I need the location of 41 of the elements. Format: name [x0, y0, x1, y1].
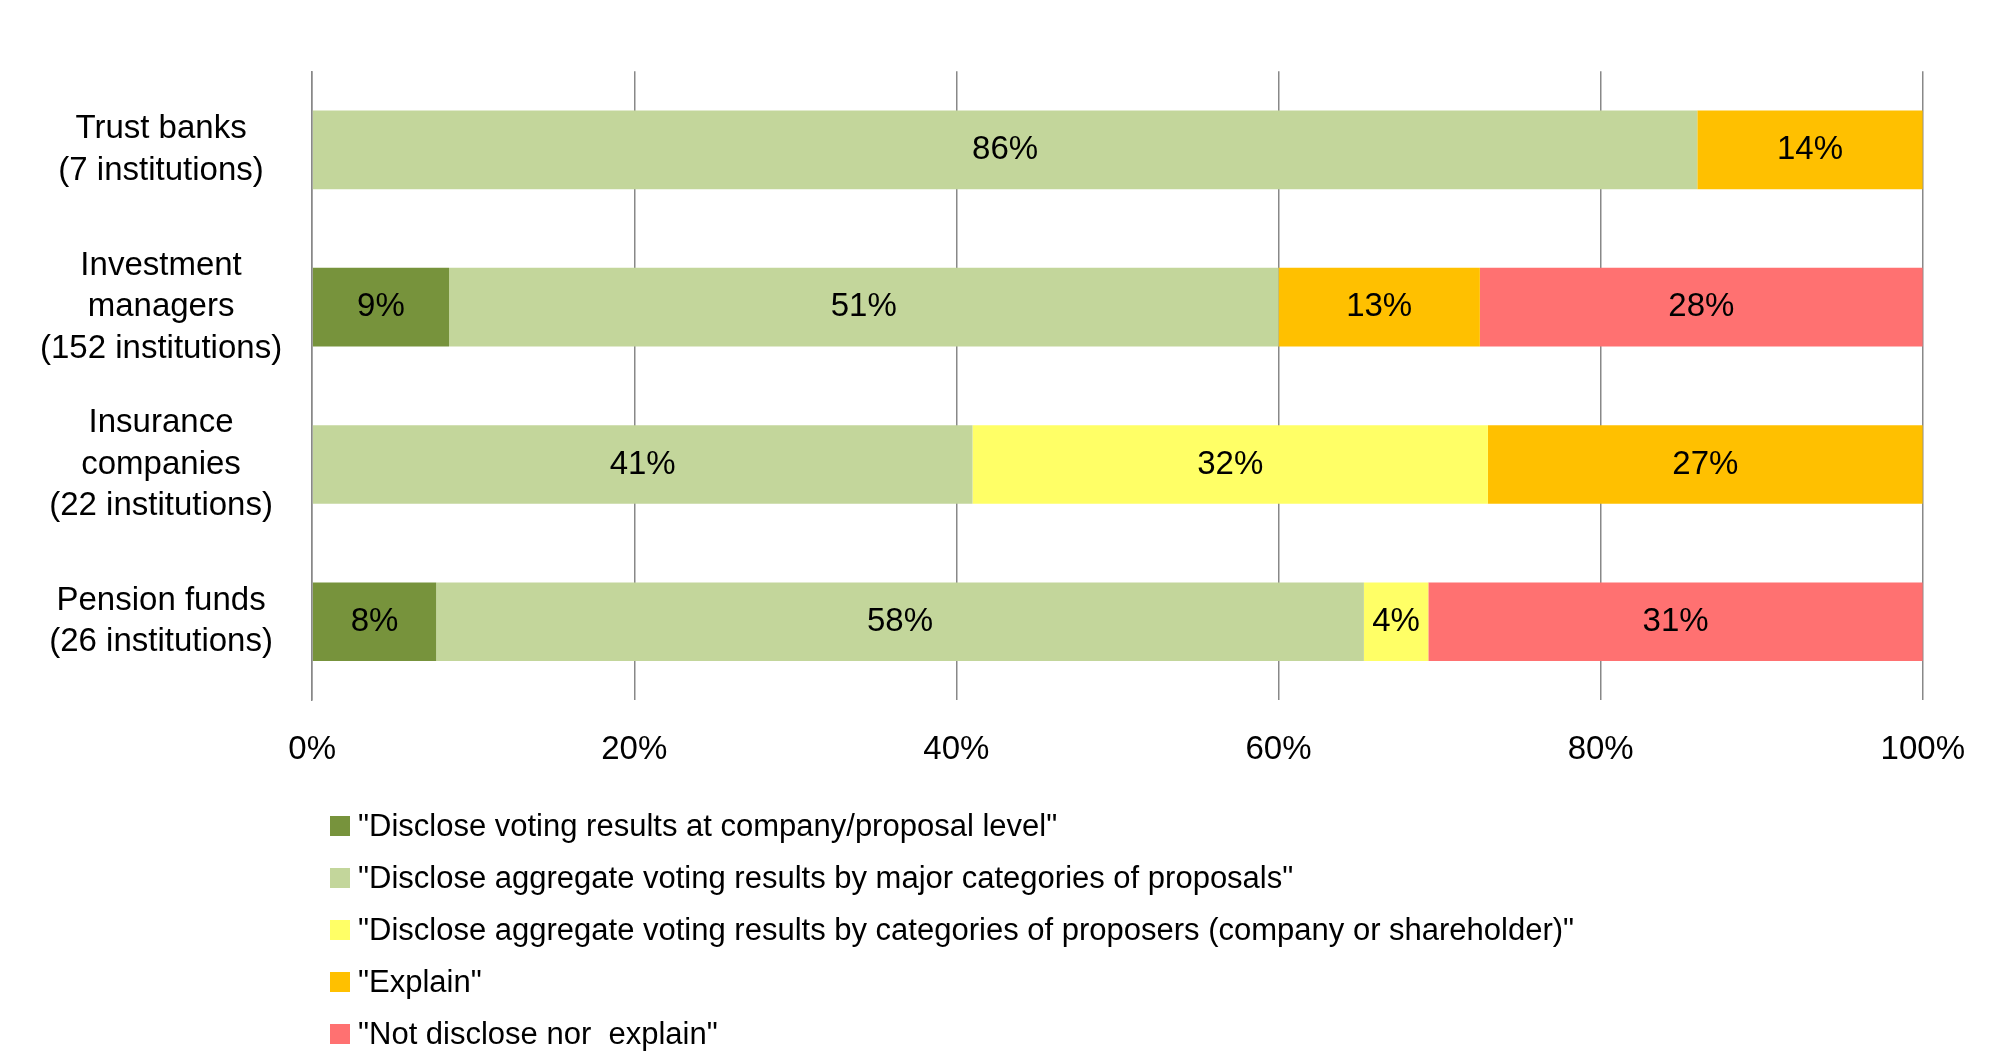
- data-label: 41%: [609, 443, 676, 481]
- data-label: 58%: [866, 600, 934, 638]
- data-label: 9%: [357, 286, 405, 324]
- data-label: 32%: [1197, 443, 1264, 481]
- x-tick-label: 80%: [1567, 729, 1634, 767]
- data-label: 27%: [1672, 443, 1739, 481]
- legend-label: "Disclose aggregate voting results by categories of proposers (company or shareholder)": [358, 912, 1575, 948]
- bar: [312, 267, 450, 347]
- data-label: 4%: [1372, 600, 1420, 638]
- bar: [1479, 267, 1923, 347]
- y-tick-label: Pension funds (26 institutions): [49, 580, 273, 659]
- bar: [449, 267, 1279, 347]
- x-tick-label: 60%: [1245, 729, 1312, 767]
- data-label: 8%: [350, 600, 399, 638]
- bar: [1428, 582, 1923, 662]
- bar: [312, 582, 437, 662]
- bar: [972, 425, 1488, 504]
- bar: [312, 425, 973, 504]
- bar: [1697, 110, 1923, 190]
- legend-label: "Not disclose nor explain": [358, 1016, 718, 1052]
- data-label: 28%: [1668, 286, 1735, 324]
- data-label: 86%: [972, 128, 1039, 166]
- x-tick-label: 100%: [1880, 729, 1965, 767]
- data-label: 14%: [1777, 128, 1844, 166]
- data-label: 51%: [830, 286, 897, 324]
- legend-label: "Disclose voting results at company/proposal level": [358, 808, 1058, 844]
- data-label: 31%: [1642, 600, 1709, 638]
- bar: [1363, 582, 1429, 662]
- bar: [1278, 267, 1480, 347]
- x-tick-label: 40%: [923, 729, 990, 767]
- y-tick-label: Investment managers (152 institutions): [40, 245, 283, 365]
- bar: [1487, 425, 1923, 504]
- legend-label: "Disclose aggregate voting results by major categories of proposals": [358, 860, 1294, 896]
- bar: [436, 582, 1364, 662]
- data-label: 13%: [1346, 286, 1413, 324]
- y-tick-label: Insurance companies (22 institutions): [49, 402, 273, 522]
- bar: [312, 110, 1698, 190]
- x-tick-label: 0%: [288, 729, 336, 767]
- x-tick-label: 20%: [601, 729, 668, 767]
- y-tick-label: Trust banks (7 institutions): [58, 108, 264, 187]
- legend-label: "Explain": [358, 964, 482, 1000]
